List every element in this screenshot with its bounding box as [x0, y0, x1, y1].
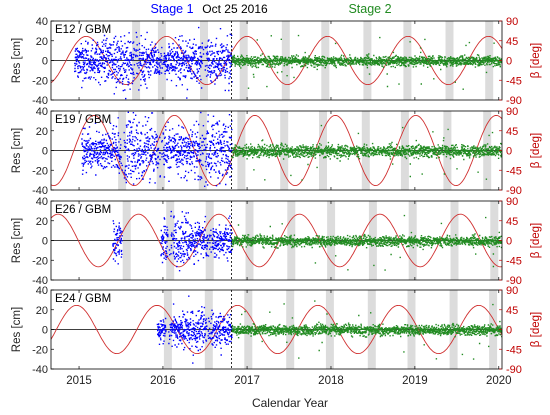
right-tick-label: -90 [506, 185, 522, 197]
left-axis-label: Res [cm] [11, 307, 23, 352]
left-tick-label: -20 [32, 165, 48, 177]
left-tick-label: 40 [36, 285, 48, 297]
left-tick-label: -20 [32, 344, 48, 356]
panel-2: 40 20 0 -20 -40 Res [cm] 90 45 0 -45 -90 β [deg] E19… [11, 106, 542, 197]
x-tick-label: 2016 [150, 375, 176, 387]
stage-1-points [81, 111, 233, 190]
panel-4: 40 20 0 -20 -40 Res [cm] 90 45 0 -45 -90 β [deg] E24… [11, 285, 542, 376]
right-tick-label: 45 [506, 36, 518, 48]
left-tick-label: -40 [32, 95, 48, 107]
x-tick-label: 2018 [318, 375, 344, 387]
right-tick-label: -90 [506, 364, 522, 376]
right-tick-label: -45 [506, 75, 522, 87]
residual-points [81, 111, 502, 190]
right-axis-label: β [deg] [530, 133, 542, 168]
x-tick-label: 2015 [66, 375, 92, 387]
panel-title: E12 / GBM [55, 24, 111, 36]
left-tick-label: -20 [32, 75, 48, 87]
panel-1: 40 20 0 -20 -40 Res [cm] 90 45 0 -45 -90 β [deg] E12… [11, 16, 542, 107]
left-tick-label: 40 [36, 16, 48, 28]
residual-points [112, 210, 502, 272]
panel-title: E24 / GBM [55, 293, 111, 305]
residual-points [74, 26, 502, 100]
right-tick-label: 0 [506, 56, 512, 68]
x-tick-label: 2019 [402, 375, 428, 387]
right-tick-label: 0 [506, 325, 512, 337]
panel-title: E26 / GBM [55, 204, 111, 216]
x-tick-label: 2020 [486, 375, 512, 387]
panel-3: 40 20 0 -20 -40 Res [cm] 90 45 0 -45 -90 β [deg] E26… [11, 196, 542, 287]
left-tick-label: 40 [36, 196, 48, 208]
left-tick-label: 0 [42, 56, 48, 68]
beta-angle-line [51, 35, 502, 86]
right-tick-label: -45 [506, 165, 522, 177]
left-tick-label: 20 [36, 305, 48, 317]
left-tick-label: 0 [42, 325, 48, 337]
left-tick-label: 40 [36, 106, 48, 118]
right-tick-label: -45 [506, 344, 522, 356]
panel-title: E19 / GBM [55, 114, 111, 126]
residual-points [156, 295, 502, 364]
left-tick-label: 20 [36, 216, 48, 228]
beta-angle-line [51, 213, 502, 268]
left-tick-label: -40 [32, 185, 48, 197]
right-tick-label: 45 [506, 216, 518, 228]
stage-2-points [231, 300, 502, 360]
stage-1-points [74, 26, 233, 100]
stage-1-points [160, 210, 233, 272]
stage-2-points [231, 34, 502, 90]
right-axis-label: β [deg] [530, 43, 542, 78]
left-tick-label: -20 [32, 255, 48, 267]
beta-angle-line [51, 304, 502, 355]
right-tick-label: 0 [506, 146, 512, 158]
left-tick-label: 20 [36, 36, 48, 48]
right-tick-label: 45 [506, 305, 518, 317]
left-tick-label: -40 [32, 275, 48, 287]
left-tick-label: 0 [42, 146, 48, 158]
stage-2-points [231, 214, 502, 271]
right-tick-label: -90 [506, 275, 522, 287]
right-tick-label: -45 [506, 255, 522, 267]
left-tick-label: 20 [36, 126, 48, 138]
left-axis-label: Res [cm] [11, 38, 23, 83]
panels-layer: 40 20 0 -20 -40 Res [cm] 90 45 0 -45 -90 β [deg] E12… [11, 16, 542, 387]
right-tick-label: 90 [506, 196, 518, 208]
stage-1-label: Stage 1 [150, 2, 193, 16]
stage-1-points [112, 220, 123, 265]
right-tick-label: 0 [506, 236, 512, 248]
right-tick-label: 45 [506, 126, 518, 138]
left-axis-label: Res [cm] [11, 218, 23, 263]
event-date-label: Oct 25 2016 [202, 2, 268, 16]
right-tick-label: 90 [506, 106, 518, 118]
right-tick-label: 90 [506, 16, 518, 28]
x-tick-label: 2017 [234, 375, 260, 387]
stage-2-label: Stage 2 [348, 2, 391, 16]
x-axis-label: Calendar Year [252, 396, 328, 410]
left-tick-label: -40 [32, 364, 48, 376]
right-axis-label: β [deg] [530, 312, 542, 347]
left-tick-label: 0 [42, 236, 48, 248]
right-tick-label: 90 [506, 285, 518, 297]
stage-2-points [231, 124, 502, 181]
right-tick-label: -90 [506, 95, 522, 107]
stage-1-points [156, 295, 233, 364]
right-axis-label: β [deg] [530, 223, 542, 258]
left-axis-label: Res [cm] [11, 128, 23, 173]
